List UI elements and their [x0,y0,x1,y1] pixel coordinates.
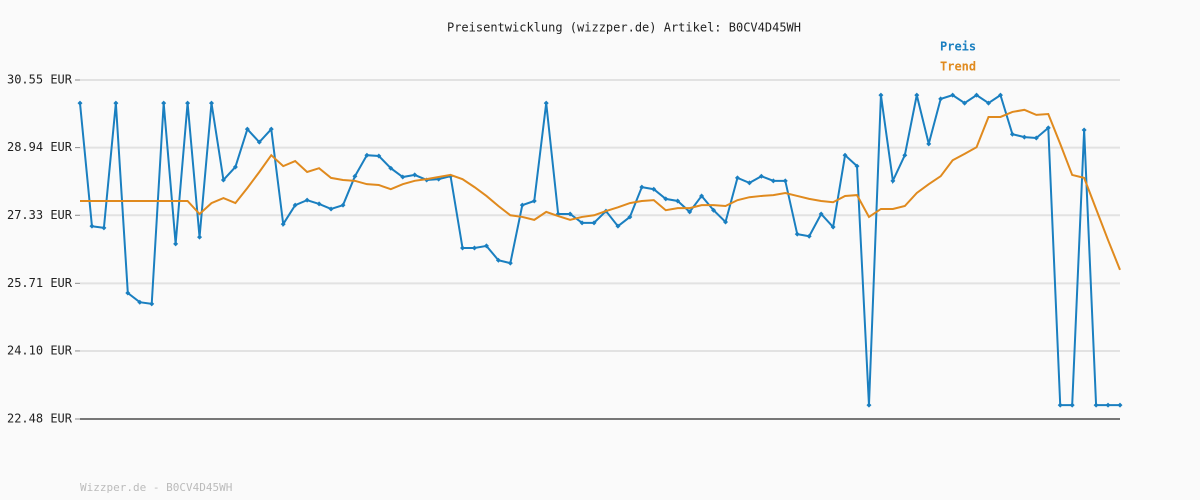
point [890,178,896,184]
line-preis [79,93,1120,407]
point [591,220,597,226]
point [1021,134,1027,140]
point [352,173,358,179]
point [818,211,824,217]
point [770,178,776,184]
point [101,225,107,231]
point [711,207,717,213]
point [926,141,932,147]
point [914,92,920,98]
point [364,152,370,158]
point [543,100,549,106]
point [220,177,226,183]
point [1081,127,1087,133]
point [723,219,729,225]
point [412,172,418,178]
point [208,100,214,106]
point [782,178,788,184]
point [495,257,501,263]
legend-label: Trend [940,60,976,74]
legend-label: Preis [940,40,976,54]
point [986,100,992,106]
point [902,152,908,158]
point [567,211,573,217]
point [460,245,466,251]
point [185,100,191,106]
point [950,92,956,98]
y-tick-label: 28.94 EUR [7,140,73,154]
point [77,100,83,106]
point [699,193,705,199]
point [340,202,346,208]
point [531,198,537,204]
point [806,233,812,239]
point [663,196,669,202]
point [794,231,800,237]
point [651,186,657,192]
point [1093,402,1099,408]
y-tick-label: 24.10 EUR [7,343,73,357]
y-tick-label: 25.71 EUR [7,276,73,290]
point [1057,402,1063,408]
point [1117,402,1123,408]
y-tick-label: 30.55 EUR [7,73,73,87]
point [173,241,179,247]
point [292,202,298,208]
point [316,201,322,207]
point [519,202,525,208]
point [866,402,872,408]
point [113,100,119,106]
point [268,126,274,132]
point [1069,402,1075,408]
point [962,100,968,106]
point [627,214,633,220]
point [244,126,250,132]
point [675,198,681,204]
point [938,96,944,102]
point [746,180,752,186]
line-trend [80,108,1121,271]
point [256,139,262,145]
point [137,299,143,305]
point [161,100,167,106]
point [974,92,980,98]
point [232,164,238,170]
point [734,175,740,181]
footer: Wizzper.de - B0CV4D45WH [80,481,232,494]
point [997,92,1003,98]
point [830,224,836,230]
point [304,197,310,203]
point [149,301,155,307]
point [854,163,860,169]
point [388,165,394,171]
point [687,209,693,215]
point [471,245,477,251]
point [842,152,848,158]
point [639,184,645,190]
point [758,173,764,179]
point [400,174,406,180]
point [579,220,585,226]
point [280,221,286,227]
point [1033,135,1039,141]
point [878,92,884,98]
point [89,223,95,229]
point [125,290,131,296]
point [1045,125,1051,131]
point [376,153,382,159]
point [1009,131,1015,137]
point [615,223,621,229]
point [197,234,203,240]
point [328,206,334,212]
y-tick-label: 22.48 EUR [7,412,73,426]
y-tick-label: 27.33 EUR [7,208,73,222]
point [1105,402,1111,408]
point [507,260,513,266]
chart-title: Preisentwicklung (wizzper.de) Artikel: B… [447,21,801,35]
point [483,243,489,249]
